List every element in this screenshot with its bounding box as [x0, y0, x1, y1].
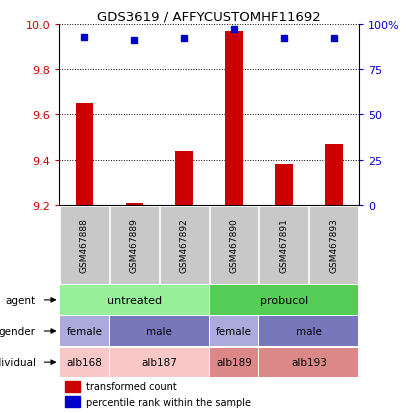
Bar	[259, 206, 308, 284]
Bar	[76, 104, 93, 206]
Text: individual: individual	[0, 357, 36, 367]
Bar	[309, 206, 357, 284]
Text: alb193: alb193	[290, 357, 326, 367]
Bar	[259, 317, 357, 346]
Text: gender: gender	[0, 326, 36, 336]
Title: GDS3619 / AFFYCUSTOMHF11692: GDS3619 / AFFYCUSTOMHF11692	[97, 11, 320, 24]
Bar	[225, 31, 242, 206]
Text: GSM467892: GSM467892	[179, 218, 188, 273]
Text: male: male	[146, 326, 172, 336]
Text: percentile rank within the sample: percentile rank within the sample	[86, 397, 251, 407]
Bar	[60, 285, 208, 315]
Bar	[110, 348, 208, 377]
Bar	[209, 317, 258, 346]
Text: untreated: untreated	[106, 295, 162, 305]
Bar	[60, 206, 108, 284]
Text: agent: agent	[5, 295, 36, 305]
Bar	[259, 348, 357, 377]
Text: GSM467891: GSM467891	[279, 218, 288, 273]
Bar	[324, 145, 342, 206]
Text: probucol: probucol	[259, 295, 307, 305]
Text: GSM467889: GSM467889	[130, 218, 138, 273]
Bar	[160, 206, 208, 284]
Text: alb189: alb189	[216, 357, 252, 367]
Bar	[60, 317, 108, 346]
Text: female: female	[66, 326, 102, 336]
Bar	[110, 206, 158, 284]
Text: transformed count: transformed count	[86, 382, 177, 392]
Bar	[125, 203, 143, 206]
Bar	[65, 381, 80, 392]
Bar	[60, 348, 108, 377]
Bar	[110, 317, 208, 346]
Bar	[209, 206, 258, 284]
Bar	[65, 396, 80, 407]
Bar	[274, 165, 292, 206]
Text: GSM467890: GSM467890	[229, 218, 238, 273]
Text: male: male	[295, 326, 321, 336]
Bar	[209, 285, 357, 315]
Text: alb187: alb187	[141, 357, 177, 367]
Text: alb168: alb168	[66, 357, 102, 367]
Text: GSM467888: GSM467888	[80, 218, 89, 273]
Bar	[209, 348, 258, 377]
Bar	[175, 151, 192, 206]
Text: GSM467893: GSM467893	[328, 218, 337, 273]
Text: female: female	[216, 326, 252, 336]
